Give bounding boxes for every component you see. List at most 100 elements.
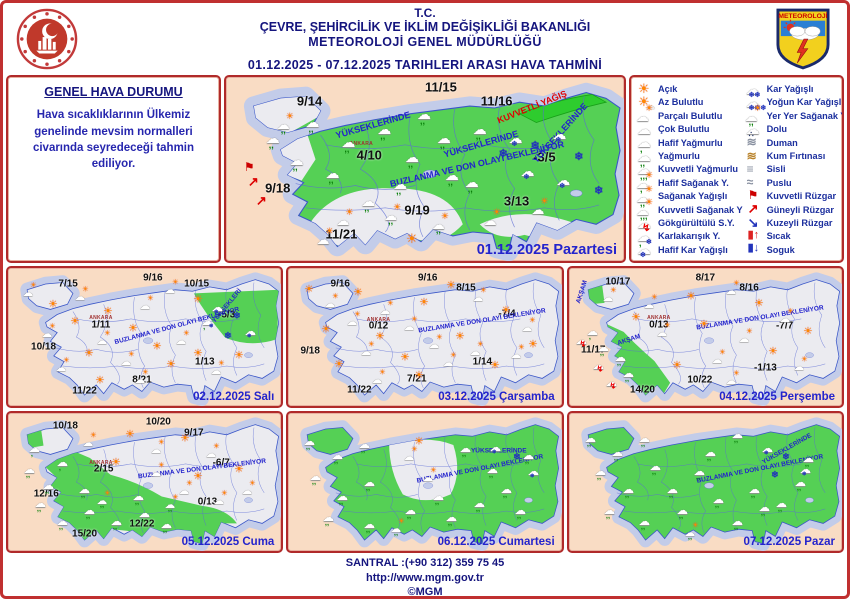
turkey-map-persembe [569,268,842,406]
legend-item: ▮↑ Sıcak [745,229,842,243]
temperature-label: 7/15 [58,278,78,290]
temperature-label: -7/4 [498,308,516,320]
legend-label: Duman [766,137,798,148]
temperature-label: -3/5 [533,149,556,165]
rain1-weather-icon: ☁, [28,441,41,458]
temperature-label: 10/22 [687,374,713,386]
flake-weather-icon: ❄ [574,151,584,164]
rain2-weather-icon: ☁,, [472,120,487,141]
snow1-weather-icon: ☁ ❄ [527,464,540,480]
temperature-label: 9/18 [300,345,320,357]
suncloud-weather-icon: ☀ ☁ [134,367,149,385]
turkey-map-carsamba [288,268,561,406]
rain2-weather-icon: ☁,, [731,514,744,531]
temperature-label: 4/10 [356,147,382,163]
temperature-label: -5/3 [218,309,236,321]
sun-weather-icon: ☀ [413,434,424,447]
legend-label: Puslu [766,177,792,188]
temperature-label: -1/13 [754,362,777,374]
turkey-map-sali [8,268,281,406]
sun-weather-icon: ☀ [193,469,204,482]
temperature-label: 12/22 [129,518,155,530]
map-annotation: ANKARA [647,315,671,322]
rain2-weather-icon: ☁,, [473,496,485,514]
suncloud-weather-icon: ☀ ☁ [205,442,220,460]
sun-weather-icon: ☀ [84,346,94,359]
general-weather-title: GENEL HAVA DURUMU [44,85,183,100]
suncloud-weather-icon: ☀ ☁ [379,298,394,316]
legend-item: ☀ ☁,,, Kuvvetli Sağanak Y [636,198,743,221]
sun-weather-icon: ☀ [166,357,176,370]
rain2-weather-icon: ☁,, [486,462,499,479]
flake-weather-icon: ❄ [594,184,604,197]
suncloud-weather-icon: ☀ ☁ [403,315,418,333]
snow1-weather-icon: ☁ ❄ [552,126,567,145]
showers2-weather-icon: ☀ ☁,, [276,111,294,136]
snow1-weather-icon: ☁ ❄ [211,300,224,316]
turkey-map-pazar [569,413,842,551]
suncloud-weather-icon: ☀ ☁ [74,284,89,303]
rain2-weather-icon: ☁,, [432,489,444,507]
sun-weather-icon: ☀ [400,350,410,363]
flake-weather-icon: ❄ [513,451,521,462]
map-panel-persembe: 04.12.2025 Perşembe 10/17 8/17 8/16 0/13 -7/… [566,266,844,409]
map-annotation: ANKARA [366,316,391,323]
gokgurultulu-icon: ☁ ↯ [637,214,651,234]
middle-row: 02.12.2025 Salı 7/15 9/16 10/15 1/11 -5/3 10/… [6,266,844,409]
suncloud-weather-icon: ☀ ☁ [41,322,56,340]
showers2-weather-icon: ☀ ☁,, [431,210,449,235]
sun-weather-icon: ☀ [95,373,105,386]
rain2-weather-icon: ☁,, [363,475,376,493]
legend-label: Çok Bulutlu [658,124,710,135]
hafif-saganak-icon: ☀ ☁, [636,170,654,195]
rain2-weather-icon: ☁,, [758,500,771,518]
sun-weather-icon: ☀ [70,314,81,327]
sun-weather-icon: ☀ [127,321,138,334]
rain2-weather-icon: ☁,, [289,152,304,173]
rain2-weather-icon: ☁,, [77,482,90,500]
header-org: METEOROLOJİ GENEL MÜDÜRLÜĞÜ [308,34,542,49]
general-weather-panel: GENEL HAVA DURUMU Hava sıcaklıklarının Ü… [6,75,221,264]
rain2-weather-icon: ☁,, [132,489,145,507]
legend-item: ☁ ❄❄ Kar Yağışlı [745,82,842,99]
snow1-weather-icon: ☁ ❄ [244,324,257,339]
rain2-weather-icon: ☁,, [622,482,634,500]
map-panel-sali: 02.12.2025 Salı 7/15 9/16 10/15 1/11 -5/3 10/… [6,266,284,409]
suncloud-weather-icon: ☀ ☁ [82,431,97,449]
sun-weather-icon: ☀ [446,278,457,291]
legend-item: ☁, ❄ Karlakarışık Y. [636,229,743,248]
rain2-weather-icon: ☁,, [500,482,512,500]
sun-weather-icon: ☀ [699,317,710,330]
flake-weather-icon: ❄ [224,331,233,342]
rain2-weather-icon: ☁,, [794,475,806,493]
snow1-weather-icon: ☁ ❄ [520,163,535,182]
map-panel-pazar: 07.12.2025 Pazar YÜKSEKLERİNDE BUZLANMA V… [566,411,844,554]
temperature-label: 9/19 [404,202,430,218]
temperature-label: 0/13 [197,496,218,508]
sun-weather-icon: ☀ [375,329,386,342]
legend-label: Açık [658,84,678,95]
rain2-weather-icon: ☁,, [704,445,716,462]
temperature-label: 0/13 [649,319,669,331]
rain2-weather-icon: ☁,, [404,503,417,520]
sun-weather-icon: ☀ [353,285,364,298]
legend-item: ☁, Hafif Yağmurlu [636,135,743,154]
top-row: GENEL HAVA DURUMU Hava sıcaklıklarının Ü… [6,75,844,264]
snow1-weather-icon: ☁ ❄ [799,462,812,477]
suncloud-weather-icon: ☀ ☁ [779,306,794,325]
cok-bulutlu-icon: ☁ [637,120,651,137]
rain2-weather-icon: ☁,, [23,462,35,479]
legend-label: Kar Yağışlı [766,84,814,95]
temperature-label: 9/16 [143,272,163,284]
rain2-weather-icon: ☁,, [363,517,376,534]
legend-label: Karlakarışık Y. [658,231,721,242]
temperature-label: 9/14 [296,93,323,109]
turkey-map-pazartesi [226,77,624,261]
temperature-label: 10/18 [52,420,78,432]
footer-phone: SANTRAL :(+90 312) 359 75 45 [345,557,505,570]
legend-right-column: ☁ ❄❄ Kar Yağışlı ☁ ❄❄❄ Yoğun Kar Yağışlı ☀ ☁,… [745,82,842,256]
suncloud-weather-icon: ☀ ☁ [346,309,361,327]
sun-weather-icon: ☀ [48,297,59,311]
suncloud-weather-icon: ☀ ☁ [725,279,740,297]
temperature-label: 1/11 [91,319,111,331]
